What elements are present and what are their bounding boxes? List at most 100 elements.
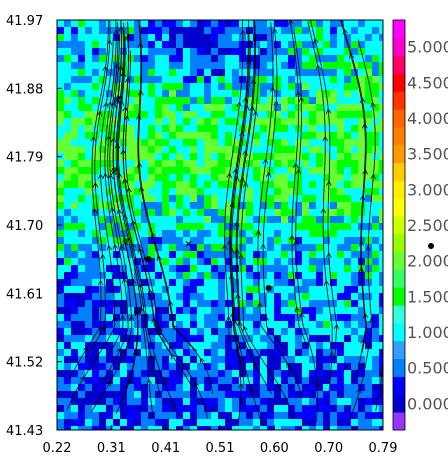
field-cell	[330, 384, 338, 392]
field-cell	[267, 62, 275, 70]
field-cell	[281, 391, 289, 399]
field-cell	[372, 230, 380, 238]
field-cell	[358, 118, 366, 126]
field-cell	[316, 349, 324, 357]
field-cell	[183, 153, 191, 161]
field-cell	[148, 69, 156, 77]
streamline-arrow	[370, 101, 376, 108]
field-cell	[239, 398, 247, 406]
field-cell	[176, 279, 184, 287]
field-cell	[64, 279, 72, 287]
field-cell	[155, 139, 163, 147]
field-cell	[162, 244, 170, 252]
field-cell	[176, 167, 184, 175]
field-cell	[183, 286, 191, 294]
field-cell	[239, 83, 247, 91]
field-cell	[113, 370, 121, 378]
field-cell	[372, 419, 380, 427]
streamline-arrow	[120, 71, 127, 77]
field-cell	[204, 20, 212, 28]
field-cell	[225, 83, 233, 91]
field-cell	[190, 405, 198, 413]
field-cell	[379, 55, 383, 63]
streamline-arrow	[328, 351, 335, 357]
field-cell	[106, 356, 114, 364]
field-cell	[78, 314, 86, 322]
field-cell	[260, 62, 268, 70]
field-cell	[379, 209, 383, 217]
field-cell	[64, 307, 72, 315]
field-cell	[344, 195, 352, 203]
field-cell	[190, 153, 198, 161]
field-cell	[288, 216, 296, 224]
colorbar-swatch	[393, 91, 405, 110]
field-cell	[120, 335, 128, 343]
field-cell	[162, 118, 170, 126]
field-cell	[323, 405, 331, 413]
field-cell	[169, 412, 177, 420]
field-cell	[281, 328, 289, 336]
field-cell	[120, 97, 128, 105]
field-cell	[281, 251, 289, 259]
field-cell	[176, 244, 184, 252]
field-cell	[71, 181, 79, 189]
field-cell	[183, 209, 191, 217]
field-cell	[113, 69, 121, 77]
field-cell	[330, 251, 338, 259]
streamline-arrow	[273, 100, 279, 106]
field-cell	[120, 426, 128, 430]
field-cell	[169, 153, 177, 161]
field-cell	[57, 118, 65, 126]
field-cell	[365, 41, 373, 49]
field-cell	[281, 167, 289, 175]
field-cell	[232, 391, 240, 399]
field-cell	[64, 118, 72, 126]
field-cell	[218, 209, 226, 217]
field-cell	[246, 286, 254, 294]
field-cell	[57, 125, 65, 133]
field-cell	[379, 426, 383, 430]
field-cell	[190, 55, 198, 63]
field-cell	[330, 188, 338, 196]
streamline-arrow	[294, 306, 300, 313]
field-cell	[57, 279, 65, 287]
field-cell	[309, 321, 317, 329]
field-cell	[379, 188, 383, 196]
streamline	[104, 20, 124, 352]
field-cell	[267, 279, 275, 287]
field-cell	[134, 251, 142, 259]
field-cell	[120, 146, 128, 154]
field-cell	[246, 48, 254, 56]
field-cell	[57, 69, 65, 77]
field-cell	[218, 384, 226, 392]
field-cell	[267, 300, 275, 308]
field-cell	[309, 405, 317, 413]
field-cell	[260, 90, 268, 98]
field-cell	[253, 139, 261, 147]
field-cell	[141, 426, 149, 430]
field-cell	[225, 244, 233, 252]
field-cell	[379, 20, 383, 28]
field-cell	[148, 370, 156, 378]
field-cell	[176, 202, 184, 210]
field-cell	[183, 307, 191, 315]
field-cell	[92, 349, 100, 357]
field-cell	[141, 377, 149, 385]
field-cell	[78, 419, 86, 427]
field-cell	[99, 34, 107, 42]
field-cell	[330, 356, 338, 364]
field-cell	[169, 167, 177, 175]
field-cell	[64, 195, 72, 203]
field-cell	[253, 90, 261, 98]
field-cell	[309, 104, 317, 112]
field-cell	[183, 146, 191, 154]
field-cell	[99, 412, 107, 420]
field-cell	[295, 293, 303, 301]
field-cell	[344, 272, 352, 280]
field-cell	[57, 314, 65, 322]
field-cell	[274, 195, 282, 203]
field-cell	[127, 27, 135, 35]
field-cell	[253, 370, 261, 378]
field-cell	[239, 202, 247, 210]
field-cell	[78, 41, 86, 49]
